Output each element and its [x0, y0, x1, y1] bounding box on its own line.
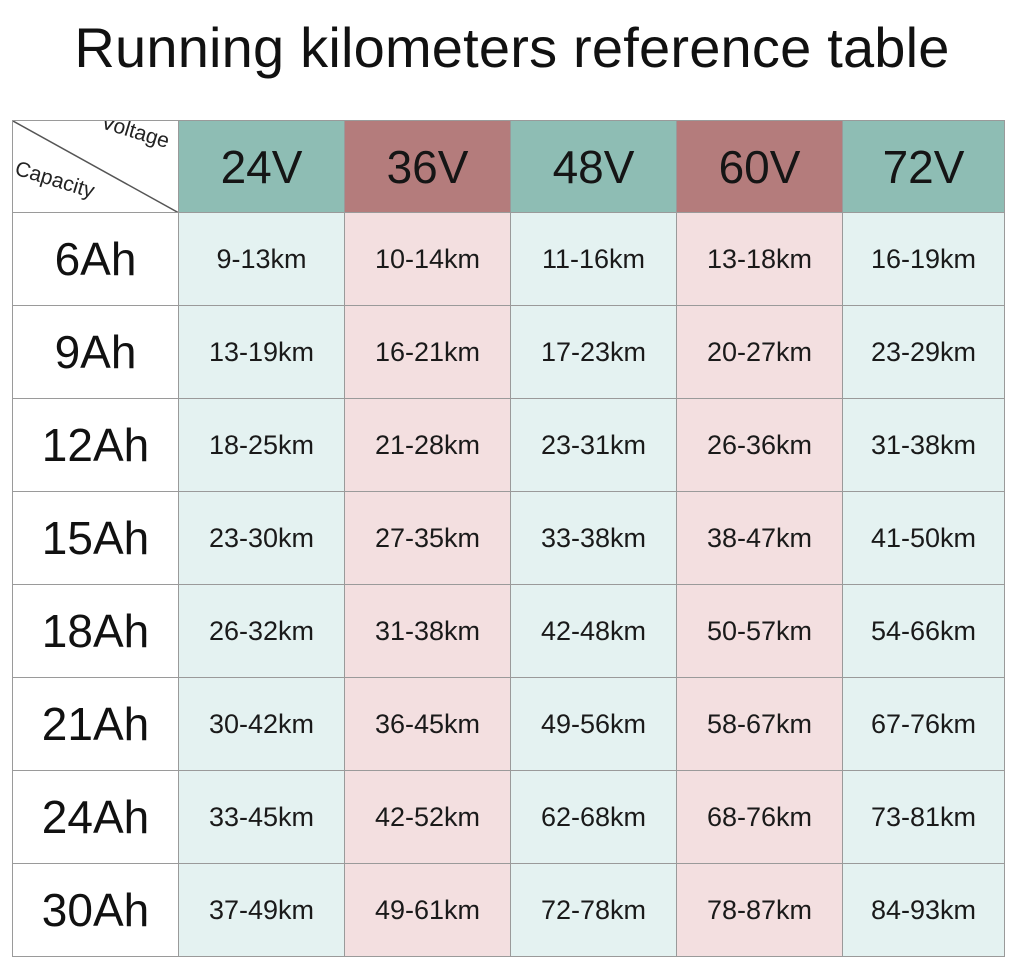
range-cell: 49-56km — [510, 677, 677, 771]
header-row: Voltage Capacity 24V 36V 48V 60V 72V — [12, 120, 1005, 213]
row-header-capacity: 18Ah — [12, 584, 179, 678]
reference-table: Voltage Capacity 24V 36V 48V 60V 72V 6Ah… — [12, 120, 1005, 957]
range-cell: 41-50km — [842, 491, 1005, 585]
row-header-capacity: 9Ah — [12, 305, 179, 399]
range-cell: 72-78km — [510, 863, 677, 957]
diagonal-divider — [13, 121, 178, 212]
range-cell: 20-27km — [676, 305, 843, 399]
range-cell: 78-87km — [676, 863, 843, 957]
range-cell: 30-42km — [178, 677, 345, 771]
range-cell: 23-29km — [842, 305, 1005, 399]
range-cell: 73-81km — [842, 770, 1005, 864]
table-row: 6Ah 9-13km 10-14km 11-16km 13-18km 16-19km — [12, 212, 1005, 306]
range-cell: 26-32km — [178, 584, 345, 678]
range-cell: 31-38km — [344, 584, 511, 678]
range-cell: 42-48km — [510, 584, 677, 678]
range-cell: 68-76km — [676, 770, 843, 864]
column-header-24v: 24V — [178, 120, 345, 213]
table-body: 6Ah 9-13km 10-14km 11-16km 13-18km 16-19km 9Ah… — [12, 212, 1005, 957]
range-cell: 10-14km — [344, 212, 511, 306]
range-cell: 23-30km — [178, 491, 345, 585]
table-row: 30Ah 37-49km 49-61km 72-78km 78-87km 84-93km — [12, 863, 1005, 957]
range-cell: 16-21km — [344, 305, 511, 399]
range-cell: 37-49km — [178, 863, 345, 957]
row-header-capacity: 30Ah — [12, 863, 179, 957]
range-cell: 9-13km — [178, 212, 345, 306]
range-cell: 54-66km — [842, 584, 1005, 678]
range-cell: 49-61km — [344, 863, 511, 957]
range-cell: 27-35km — [344, 491, 511, 585]
range-cell: 17-23km — [510, 305, 677, 399]
range-cell: 42-52km — [344, 770, 511, 864]
row-header-capacity: 12Ah — [12, 398, 179, 492]
range-cell: 18-25km — [178, 398, 345, 492]
column-header-48v: 48V — [510, 120, 677, 213]
range-cell: 50-57km — [676, 584, 843, 678]
corner-cell: Voltage Capacity — [12, 120, 179, 213]
range-cell: 21-28km — [344, 398, 511, 492]
column-header-72v: 72V — [842, 120, 1005, 213]
range-cell: 31-38km — [842, 398, 1005, 492]
table-row: 15Ah 23-30km 27-35km 33-38km 38-47km 41-50km — [12, 491, 1005, 585]
range-cell: 26-36km — [676, 398, 843, 492]
row-header-capacity: 24Ah — [12, 770, 179, 864]
range-cell: 67-76km — [842, 677, 1005, 771]
table-row: 9Ah 13-19km 16-21km 17-23km 20-27km 23-29km — [12, 305, 1005, 399]
range-cell: 38-47km — [676, 491, 843, 585]
column-header-36v: 36V — [344, 120, 511, 213]
page-title: Running kilometers reference table — [74, 16, 950, 79]
range-cell: 33-45km — [178, 770, 345, 864]
row-header-capacity: 21Ah — [12, 677, 179, 771]
range-cell: 13-18km — [676, 212, 843, 306]
range-cell: 13-19km — [178, 305, 345, 399]
range-cell: 58-67km — [676, 677, 843, 771]
range-cell: 36-45km — [344, 677, 511, 771]
range-cell: 11-16km — [510, 212, 677, 306]
table-row: 21Ah 30-42km 36-45km 49-56km 58-67km 67-76km — [12, 677, 1005, 771]
table-row: 24Ah 33-45km 42-52km 62-68km 68-76km 73-81km — [12, 770, 1005, 864]
range-cell: 33-38km — [510, 491, 677, 585]
row-header-capacity: 15Ah — [12, 491, 179, 585]
column-header-60v: 60V — [676, 120, 843, 213]
row-header-capacity: 6Ah — [12, 212, 179, 306]
table-row: 12Ah 18-25km 21-28km 23-31km 26-36km 31-38km — [12, 398, 1005, 492]
table-row: 18Ah 26-32km 31-38km 42-48km 50-57km 54-66km — [12, 584, 1005, 678]
range-cell: 84-93km — [842, 863, 1005, 957]
range-cell: 62-68km — [510, 770, 677, 864]
range-cell: 23-31km — [510, 398, 677, 492]
range-cell: 16-19km — [842, 212, 1005, 306]
